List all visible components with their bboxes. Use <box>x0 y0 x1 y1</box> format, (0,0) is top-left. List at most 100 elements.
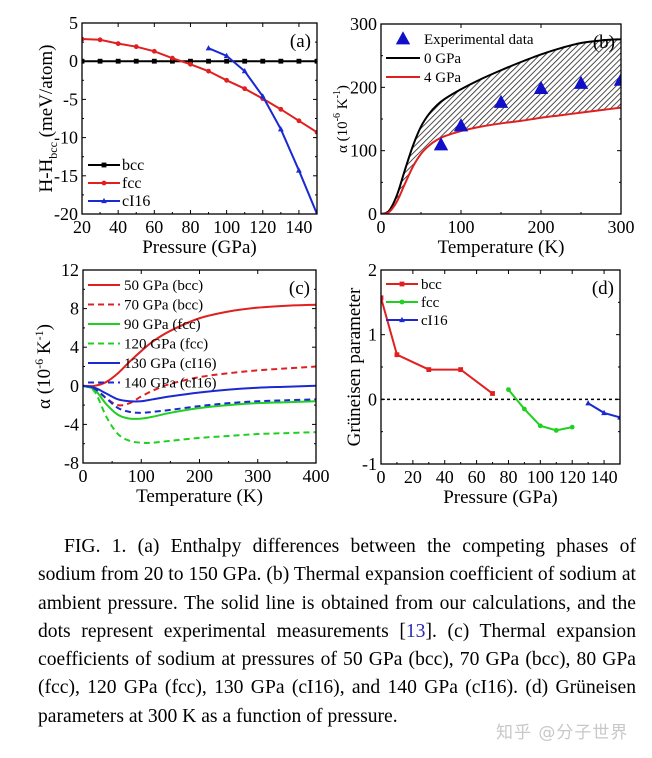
y-tick-label: -10 <box>54 128 78 148</box>
plot-area <box>381 295 620 433</box>
data-point <box>278 58 284 64</box>
y-tick-label: 4 <box>70 337 79 357</box>
x-tick-label: 200 <box>186 466 213 486</box>
y-tick-label: 5 <box>69 13 78 33</box>
series-line-50-gpa-bcc- <box>83 303 316 388</box>
y-label-unit: (meV/atom) <box>36 44 57 142</box>
y-tick-label: -5 <box>63 89 78 109</box>
y-tick-label: 2 <box>368 260 377 280</box>
x-tick-label: 100 <box>213 217 240 237</box>
data-point <box>241 68 248 74</box>
data-point <box>533 80 549 94</box>
data-point <box>506 387 511 393</box>
panel-label: (a) <box>290 31 311 52</box>
x-tick-label: 140 <box>591 467 618 487</box>
data-point <box>569 424 575 430</box>
y-label-subscript: bcc <box>46 142 60 159</box>
caption-text-2: ]. (c) Thermal expansion coefficients of… <box>38 620 636 727</box>
data-point <box>223 52 230 59</box>
plot-area <box>381 38 621 214</box>
x-axis-label: Pressure (GPa) <box>142 237 257 258</box>
x-tick-label: 60 <box>468 467 486 487</box>
x-tick-label: 120 <box>249 217 276 237</box>
series-line-120-gpa-fcc- <box>83 384 316 444</box>
data-point <box>224 77 230 83</box>
x-tick-label: 0 <box>377 217 386 237</box>
citation-link[interactable]: 13 <box>405 620 426 642</box>
axes-frame <box>380 23 622 215</box>
x-tick-label: 200 <box>528 217 555 237</box>
y-label-unit: K <box>34 340 55 359</box>
x-tick-label: 20 <box>73 217 91 237</box>
y-label-exp: -1 <box>332 90 343 98</box>
data-point <box>169 58 175 64</box>
data-point <box>188 58 193 64</box>
data-point <box>573 75 589 89</box>
y-label-unit: K <box>335 98 351 113</box>
data-point <box>97 37 103 43</box>
legend-marker <box>101 197 107 204</box>
y-tick-label: 0 <box>368 204 377 224</box>
data-point <box>537 423 543 429</box>
legend-label: fcc <box>421 295 440 311</box>
x-tick-label: 120 <box>559 467 586 487</box>
x-axis-label: Temperature (K) <box>438 237 565 258</box>
data-point <box>242 58 248 64</box>
data-point <box>97 58 103 64</box>
series-line-fcc <box>82 38 317 134</box>
data-point <box>617 414 620 420</box>
hatched-region <box>381 39 621 214</box>
watermark: 知乎 @分子世界 <box>496 723 629 743</box>
x-tick-label: 80 <box>181 217 199 237</box>
y-tick-label: 0 <box>368 389 377 409</box>
data-point <box>206 68 211 74</box>
panel-label: (b) <box>593 32 615 53</box>
data-point <box>458 367 464 372</box>
y-tick-label: 8 <box>70 299 79 319</box>
x-tick-label: 60 <box>145 217 163 237</box>
data-point <box>453 118 469 132</box>
data-point <box>133 44 139 50</box>
x-tick-label: 300 <box>244 466 271 486</box>
data-point <box>585 400 592 406</box>
legend: Experimental data 0 GPa 4 GPa <box>386 31 534 86</box>
data-point <box>296 167 302 173</box>
x-tick-label: 40 <box>436 467 454 487</box>
data-point <box>314 58 317 64</box>
data-point <box>242 86 248 92</box>
legend-label: 120 GPa (fcc) <box>124 337 208 353</box>
x-tick-label: 80 <box>499 467 517 487</box>
data-point <box>381 295 384 301</box>
x-tick-label: 0 <box>377 467 386 487</box>
y-label-alpha: α (10 <box>335 121 351 153</box>
data-point <box>115 41 121 47</box>
legend-label: 4 GPa <box>424 70 461 86</box>
legend-label: bcc <box>122 157 144 174</box>
y-label-close: ) <box>335 85 351 90</box>
y-label-exp: -6 <box>332 113 343 121</box>
y-tick-label: 200 <box>350 77 377 97</box>
series-line-ci16 <box>208 47 317 214</box>
y-tick-label: -8 <box>64 453 79 473</box>
data-point <box>82 58 85 64</box>
x-axis-label: Pressure (GPa) <box>443 487 558 508</box>
caption-fig-label: FIG. 1. <box>64 536 127 557</box>
series-line-130-gpa-ci16- <box>83 384 316 403</box>
data-point <box>115 58 121 64</box>
legend-marker <box>101 180 107 186</box>
y-label-alpha: α (10 <box>34 369 55 409</box>
y-tick-label: -4 <box>64 414 79 434</box>
y-tick-label: 100 <box>350 141 377 161</box>
data-point <box>522 406 527 412</box>
data-point <box>490 391 495 396</box>
caption-text-1: (a) Enthalpy differences between the com… <box>38 536 636 642</box>
data-point <box>278 106 284 112</box>
data-point <box>224 58 230 64</box>
y-tick-label: -20 <box>54 204 78 224</box>
panel-b-thermal-expansion-ambient: 0 100 200 300 0 100 200 300 (b) Temperature (K) α … <box>332 14 635 258</box>
legend-marker <box>399 281 405 287</box>
y-tick-label: 300 <box>350 14 377 34</box>
